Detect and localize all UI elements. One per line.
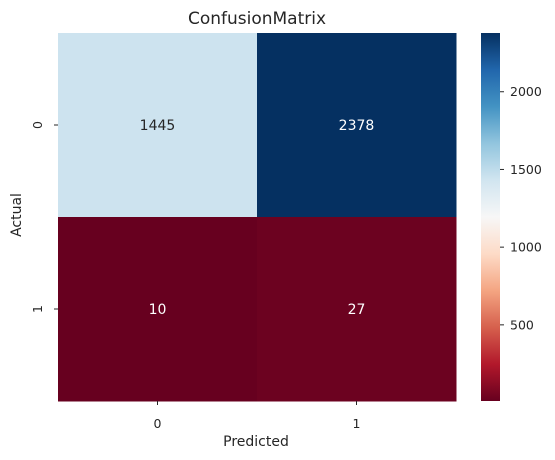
- y-tick-labels: 01: [30, 121, 58, 313]
- heatmap-cells: 1445 2378 10 27: [58, 33, 457, 402]
- colorbar-tick-label: 500: [510, 317, 534, 332]
- heatmap-cell: [257, 33, 457, 218]
- colorbar-ticks: 500 1000 1500 2000: [500, 84, 542, 332]
- cell-value-label: 10: [149, 302, 167, 318]
- cell-value-label: 1445: [140, 118, 176, 134]
- y-tick-label: 1: [30, 305, 45, 313]
- heatmap-cell: [58, 217, 258, 402]
- colorbar-tick-label: 1500: [510, 162, 542, 177]
- cell-value-label: 27: [348, 302, 366, 318]
- x-tick-label: 0: [154, 416, 162, 431]
- colorbar: [481, 33, 500, 401]
- y-axis-label: Actual: [9, 193, 25, 237]
- cell-value-label: 2378: [339, 118, 375, 134]
- y-tick-label: 0: [30, 121, 45, 129]
- chart-title: ConfusionMatrix: [188, 9, 326, 29]
- heatmap-cell: [58, 33, 258, 218]
- x-tick-label: 1: [353, 416, 361, 431]
- x-axis-label: Predicted: [223, 434, 289, 450]
- heatmap-cell: [257, 217, 457, 402]
- colorbar-tick-label: 2000: [510, 84, 542, 99]
- colorbar-tick-label: 1000: [510, 240, 542, 255]
